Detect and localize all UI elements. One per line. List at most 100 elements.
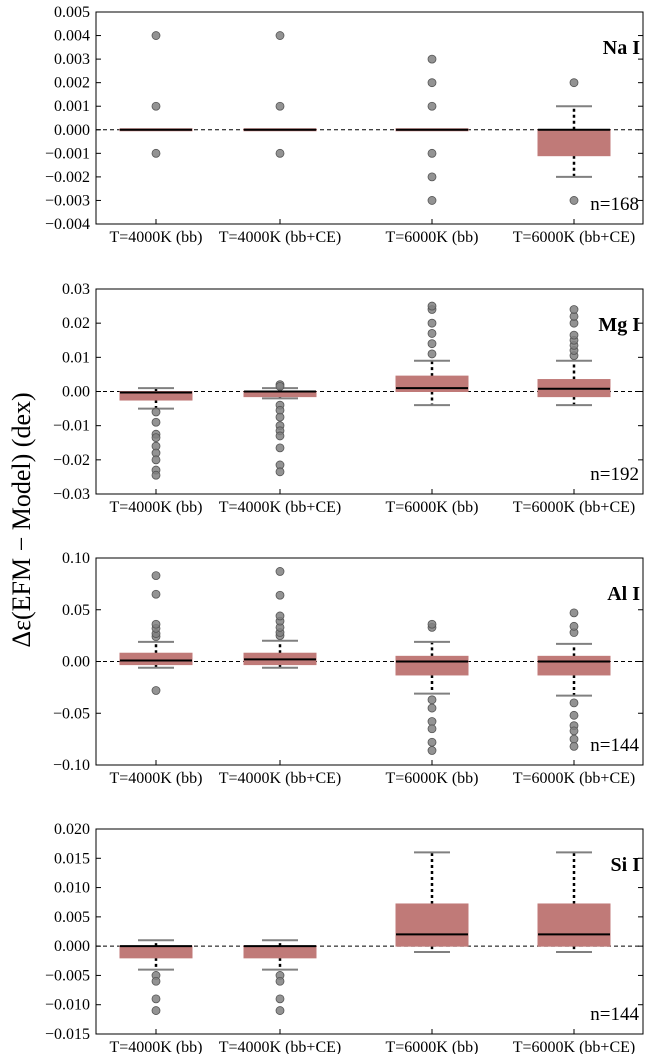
outlier-point <box>276 977 284 985</box>
x-tick-label: T=4000K (bb) <box>109 1039 202 1054</box>
outlier-point <box>152 456 160 464</box>
outlier-point <box>276 1007 284 1015</box>
outlier-point <box>428 738 436 746</box>
n-label: n=192 <box>590 464 639 485</box>
y-tick-label: 0.000 <box>54 122 90 139</box>
outlier-point <box>152 590 160 598</box>
y-tick-label: −0.005 <box>45 967 90 984</box>
y-tick-label: 0.020 <box>54 821 90 838</box>
outlier-point <box>276 995 284 1003</box>
outlier-point <box>152 977 160 985</box>
outlier-point <box>428 173 436 181</box>
outlier-point <box>152 471 160 479</box>
x-tick-label: T=4000K (bb+CE) <box>219 229 341 246</box>
box <box>538 656 610 675</box>
outlier-point <box>152 408 160 416</box>
outlier-point <box>276 102 284 110</box>
y-tick-label: 0.015 <box>54 850 90 867</box>
y-tick-label: −0.004 <box>45 216 90 233</box>
outlier-point <box>428 696 436 704</box>
outlier-point <box>428 725 436 733</box>
y-tick-label: 0.000 <box>54 938 90 955</box>
outlier-point <box>276 612 284 620</box>
y-tick-label: −0.03 <box>53 486 90 503</box>
box <box>120 653 192 664</box>
x-tick-label: T=6000K (bb) <box>385 770 478 787</box>
x-tick-label: T=4000K (bb) <box>109 770 202 787</box>
n-label: n=168 <box>590 194 639 215</box>
outlier-point <box>152 1007 160 1015</box>
n-label: n=144 <box>590 1004 639 1025</box>
outlier-point <box>152 32 160 40</box>
outlier-point <box>428 340 436 348</box>
outlier-point <box>428 79 436 87</box>
y-tick-label: 0.004 <box>54 28 90 45</box>
element-label: Mg I <box>598 314 640 336</box>
outlier-point <box>276 591 284 599</box>
outlier-point <box>276 413 284 421</box>
outlier-point <box>276 468 284 476</box>
outlier-point <box>276 382 284 390</box>
outlier-point <box>276 567 284 575</box>
outlier-point <box>428 149 436 157</box>
y-tick-label: −0.015 <box>45 1026 90 1043</box>
x-tick-label: T=4000K (bb) <box>109 229 202 246</box>
outlier-point <box>570 609 578 617</box>
box <box>244 946 316 958</box>
outlier-point <box>428 718 436 726</box>
element-label: Si I <box>611 854 641 876</box>
outlier-point <box>428 704 436 712</box>
outlier-point <box>152 620 160 628</box>
outlier-point <box>428 302 436 310</box>
outlier-point <box>152 995 160 1003</box>
y-tick-label: 0.005 <box>54 4 90 21</box>
outlier-point <box>570 711 578 719</box>
box <box>396 904 468 946</box>
outlier-point <box>152 149 160 157</box>
y-axis-label: Δε(EFM − Model) (dex) <box>7 392 36 647</box>
box <box>538 904 610 946</box>
y-tick-label: −0.01 <box>53 418 90 435</box>
x-tick-label: T=6000K (bb) <box>385 1039 478 1054</box>
outlier-point <box>152 686 160 694</box>
outlier-point <box>428 620 436 628</box>
plot-frame <box>96 12 643 224</box>
outlier-point <box>152 434 160 442</box>
outlier-point <box>152 418 160 426</box>
y-tick-label: 0.03 <box>62 281 90 298</box>
box <box>120 946 192 958</box>
y-tick-label: −0.010 <box>45 997 90 1014</box>
y-tick-label: −0.05 <box>53 705 90 722</box>
x-tick-label: T=4000K (bb+CE) <box>219 1039 341 1054</box>
outlier-point <box>570 306 578 314</box>
y-tick-label: 0.002 <box>54 75 90 92</box>
x-tick-label: T=4000K (bb) <box>109 499 202 516</box>
y-tick-label: 0.001 <box>54 98 90 115</box>
outlier-point <box>570 79 578 87</box>
x-tick-label: T=6000K (bb+CE) <box>513 1039 635 1054</box>
y-tick-label: 0.005 <box>54 909 90 926</box>
outlier-point <box>152 572 160 580</box>
y-tick-label: 0.05 <box>62 602 90 619</box>
box <box>396 376 468 391</box>
outlier-point <box>570 196 578 204</box>
x-tick-label: T=4000K (bb+CE) <box>219 499 341 516</box>
outlier-point <box>570 727 578 735</box>
y-tick-label: −0.002 <box>45 169 90 186</box>
box <box>538 130 610 156</box>
element-label: Na I <box>603 37 640 59</box>
x-tick-label: T=6000K (bb) <box>385 229 478 246</box>
y-tick-label: −0.003 <box>45 192 90 209</box>
outlier-point <box>428 329 436 337</box>
outlier-point <box>570 735 578 743</box>
y-tick-label: 0.003 <box>54 51 90 68</box>
outlier-point <box>570 699 578 707</box>
y-tick-label: 0.02 <box>62 315 90 332</box>
x-tick-label: T=6000K (bb+CE) <box>513 499 635 516</box>
outlier-point <box>152 102 160 110</box>
outlier-point <box>428 319 436 327</box>
outlier-point <box>428 350 436 358</box>
y-tick-label: 0.00 <box>62 384 90 401</box>
element-label: Al I <box>607 583 640 605</box>
